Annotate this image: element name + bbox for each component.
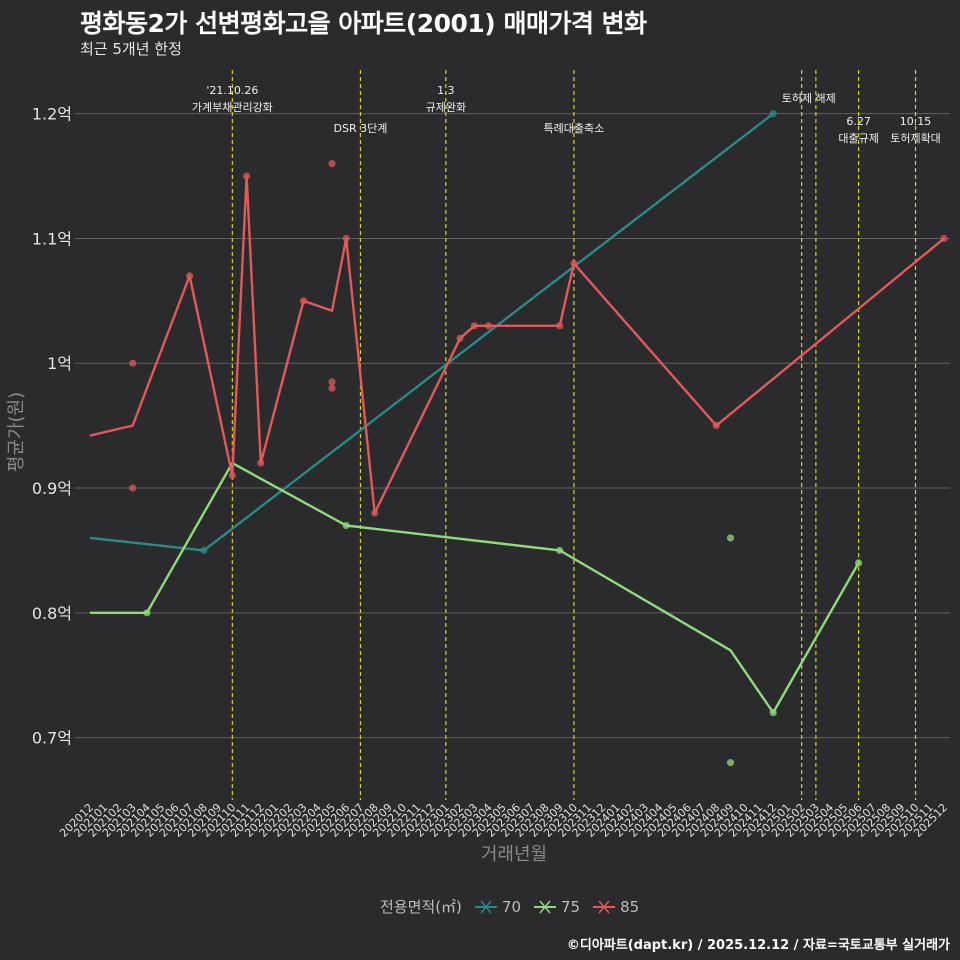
event-label: 특례대출축소: [544, 122, 605, 135]
grid-layer: [75, 113, 950, 739]
y-tick-label: 0.9억: [32, 479, 72, 498]
data-point-85: [556, 322, 564, 330]
data-point-85: [186, 272, 194, 280]
data-point-85: [242, 172, 251, 180]
y-tick-label: 1.1억: [32, 229, 72, 248]
data-point-85: [484, 322, 493, 330]
legend-key-70-icon: [474, 900, 497, 913]
legend-item-75[interactable]: 75: [533, 897, 580, 917]
data-point-75: [726, 758, 735, 767]
data-point-75: [556, 546, 564, 555]
event-label: 가계부채관리강화: [192, 101, 273, 114]
data-point-85: [228, 471, 236, 480]
data-point-75: [726, 534, 735, 542]
y-tick-label: 1억: [47, 354, 72, 373]
legend-item-70[interactable]: 70: [474, 897, 521, 917]
event-label: 규제완화: [426, 101, 466, 114]
data-point-85: [342, 234, 350, 243]
y-axis-title: 평균가(원): [6, 392, 27, 472]
legend-title: 전용면적(㎡): [380, 898, 462, 916]
data-point-75: [342, 521, 350, 530]
legend: 전용면적(㎡) 70 75 85: [380, 896, 639, 917]
source-caption: ©디아파트(dapt.kr) / 2025.12.12 / 자료=국토교통부 실…: [566, 938, 950, 953]
data-point-85: [129, 359, 137, 367]
data-point-70: [769, 110, 777, 118]
data-point-85: [328, 378, 336, 386]
y-tick-label: 0.7억: [32, 729, 72, 748]
legend-item-85[interactable]: 85: [592, 897, 639, 917]
data-point-85: [470, 322, 478, 330]
data-point-85: [712, 422, 720, 430]
data-point-85: [570, 259, 578, 268]
data-point-75: [143, 609, 151, 617]
data-point-85: [371, 509, 379, 517]
axis-layer: 0.7억0.8억0.9억1억1.1억1.2억202012202101202102…: [6, 105, 950, 865]
event-label: 토허제 해제: [782, 91, 836, 105]
data-point-75: [854, 559, 863, 567]
data-point-85: [940, 234, 948, 243]
event-label: 10.15: [900, 115, 932, 128]
event-label: 6.27: [846, 115, 871, 128]
legend-label-70: 70: [501, 897, 521, 916]
data-point-85: [456, 334, 464, 342]
chart-subtitle: 최근 5개년 한정: [80, 40, 182, 58]
event-label: 대출규제: [838, 132, 878, 145]
event-label: DSR 3단계: [334, 122, 388, 135]
event-label: 1.3: [437, 84, 455, 97]
data-point-85: [129, 484, 137, 492]
legend-key-85-icon: [593, 900, 616, 913]
x-axis-title: 거래년월: [481, 844, 547, 865]
chart-title: 평화동2가 선변평화고을 아파트(2001) 매매가격 변화: [80, 9, 647, 38]
legend-label-85: 85: [620, 897, 640, 916]
data-point-85: [257, 459, 265, 467]
data-point-70: [200, 546, 208, 555]
y-tick-label: 0.8억: [32, 604, 72, 623]
series-layer: [89, 110, 948, 767]
legend-key-75-icon: [534, 900, 556, 913]
data-point-85: [328, 159, 336, 168]
y-tick-label: 1.2억: [32, 105, 72, 124]
series-line-70: [89, 112, 774, 552]
event-label: 토허제확대: [890, 132, 941, 145]
event-label: '21.10.26: [206, 84, 258, 97]
data-point-85: [328, 384, 336, 392]
legend-label-75: 75: [561, 897, 581, 916]
series-line-75: [90, 461, 860, 714]
data-point-75: [769, 709, 777, 717]
data-point-85: [299, 297, 308, 305]
